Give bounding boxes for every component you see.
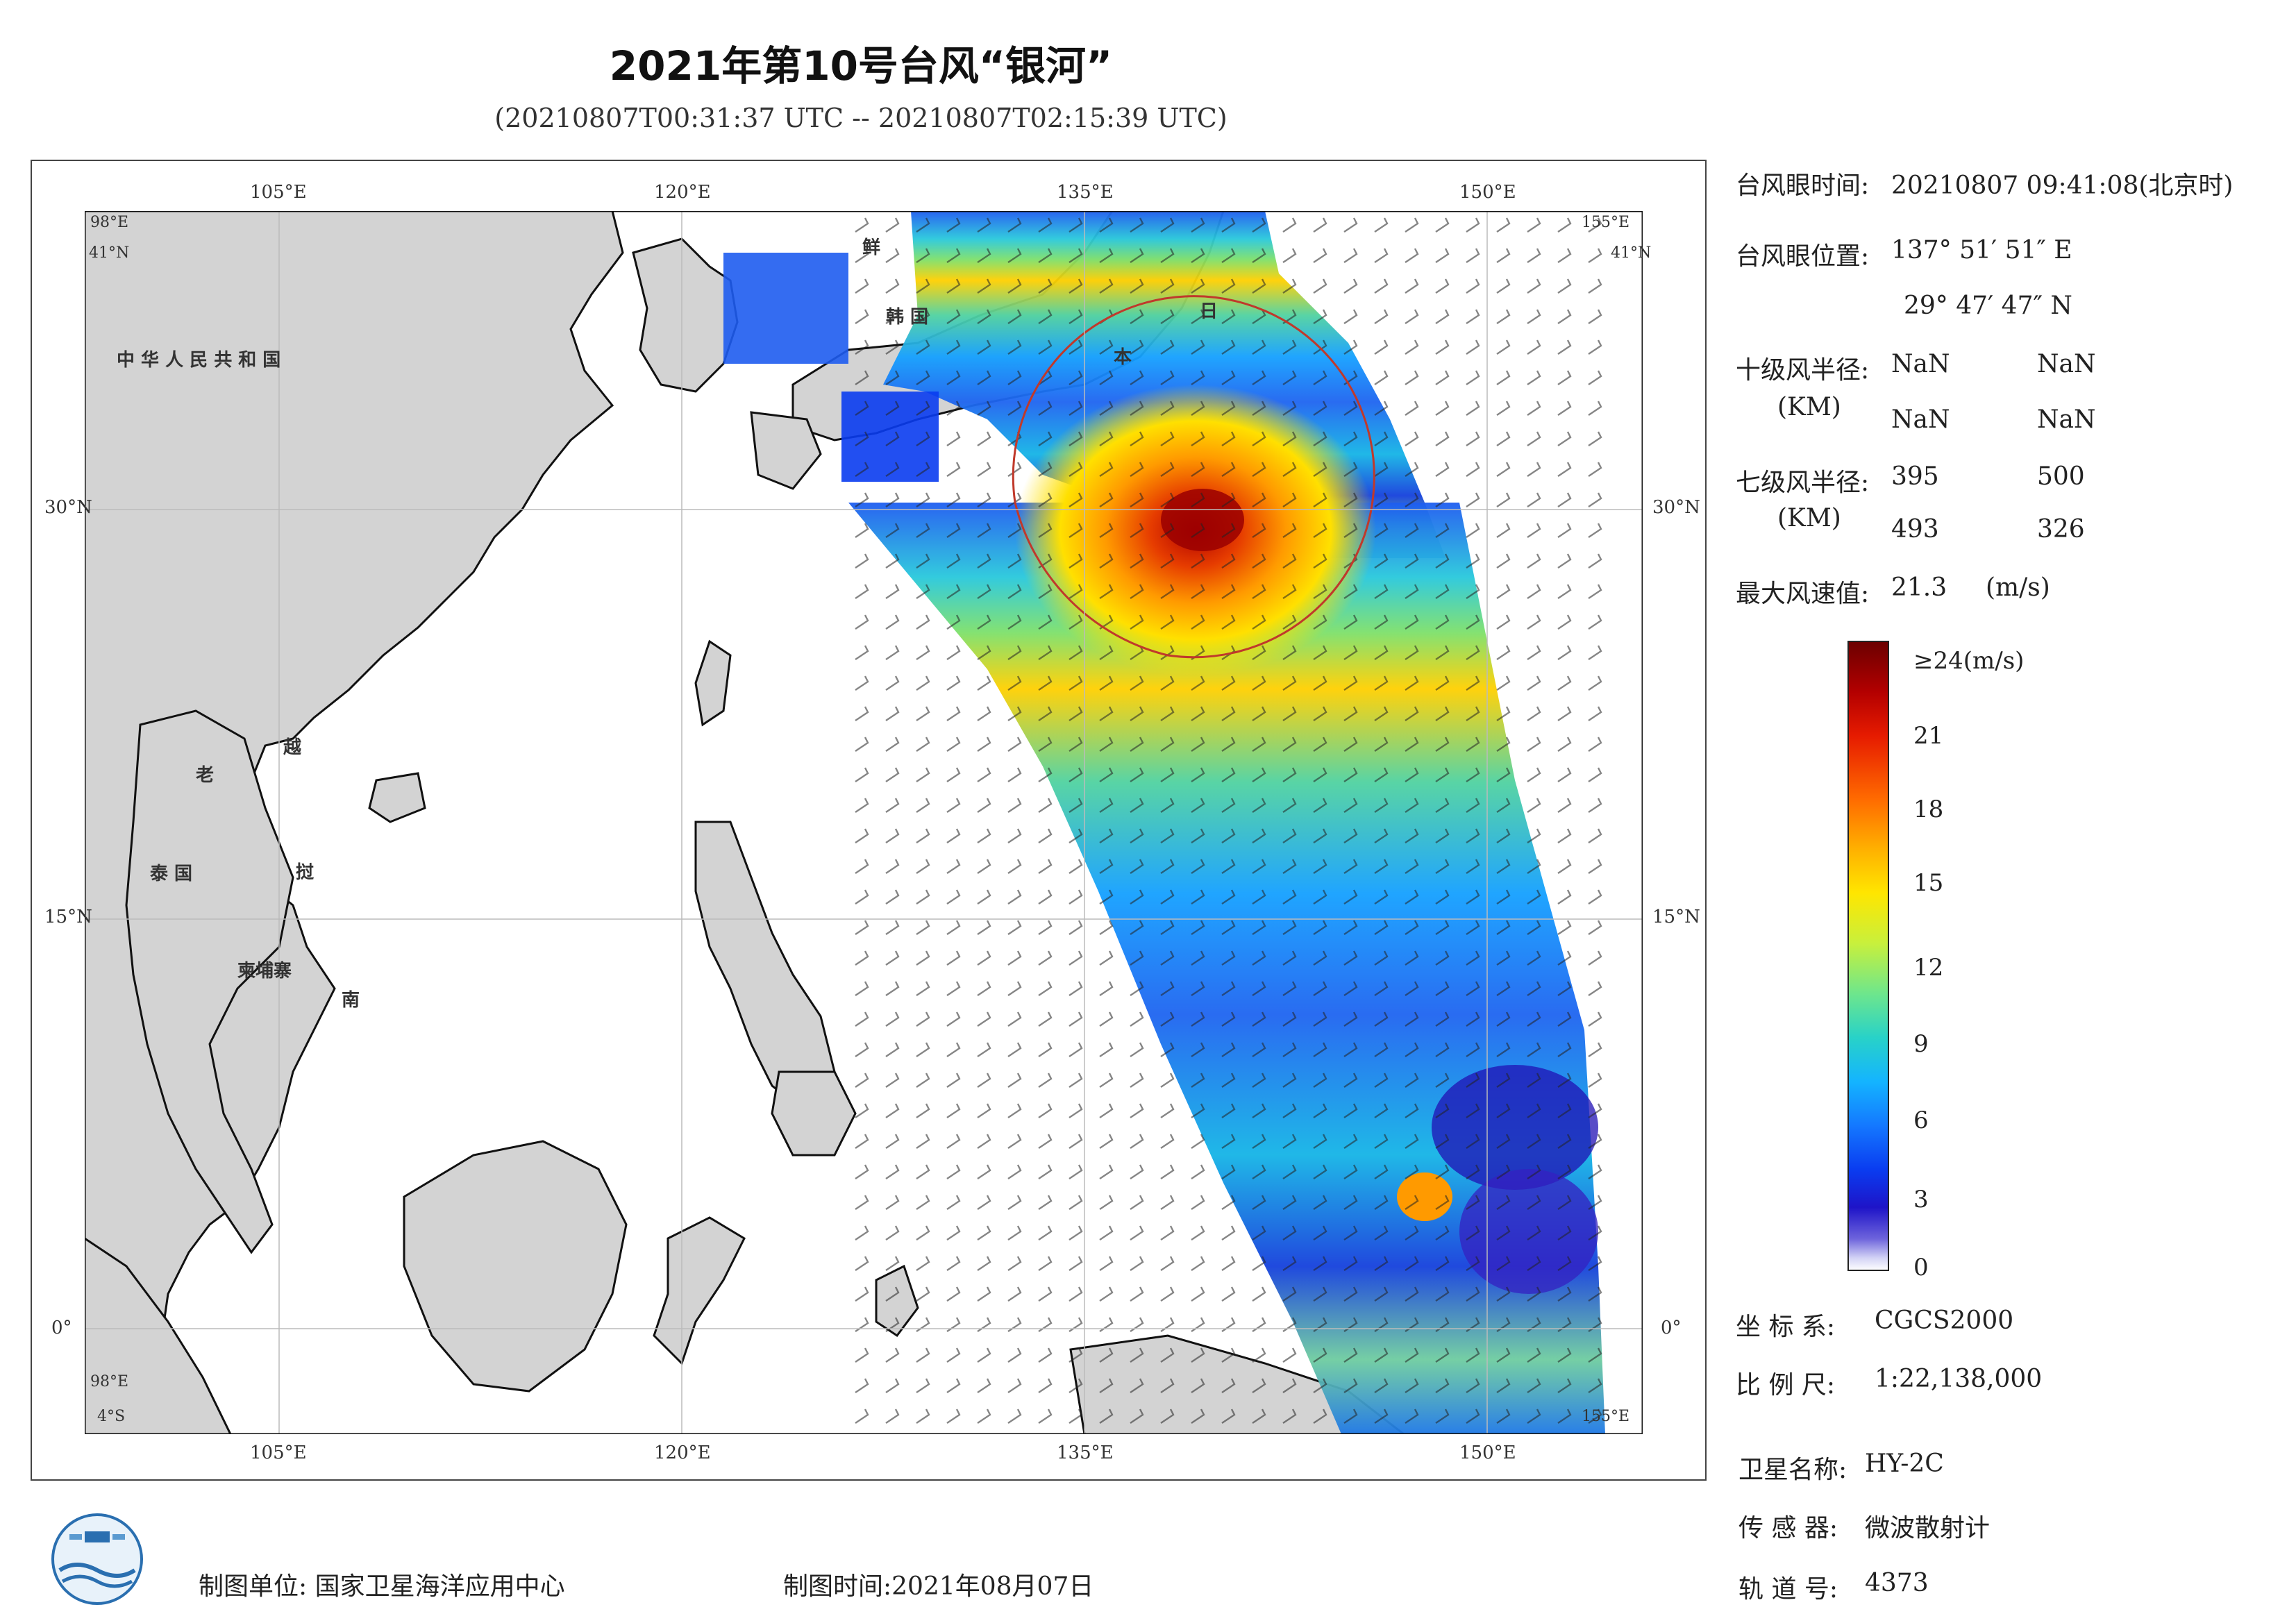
mindanao bbox=[771, 1070, 857, 1157]
crs-value: CGCS2000 bbox=[1875, 1306, 2014, 1335]
r10-ne: NaN bbox=[1891, 350, 1950, 378]
label-south-korea: 韩 国 bbox=[886, 307, 929, 328]
corner-tl-lon: 98°E bbox=[90, 214, 129, 231]
colorbar-tick-9: 9 bbox=[1913, 1030, 1929, 1058]
max-wind-unit: (m/s) bbox=[1986, 573, 2050, 602]
wind-radius-7 bbox=[1012, 295, 1375, 659]
top-lon-150: 150°E bbox=[1459, 182, 1516, 203]
colorbar-top-label: ≥24(m/s) bbox=[1913, 647, 2025, 675]
orbit-value: 4373 bbox=[1865, 1569, 1929, 1597]
r7-ne: 395 bbox=[1891, 462, 1939, 491]
sensor-value: 微波散射计 bbox=[1865, 1514, 1991, 1542]
corner-tl-lat: 41°N bbox=[89, 244, 130, 262]
r7-label: 七级风半径: bbox=[1736, 469, 1870, 497]
footer-maker: 制图单位: 国家卫星海洋应用中心 bbox=[199, 1572, 565, 1601]
left-lat-15: 15°N bbox=[44, 907, 92, 927]
colorbar-tick-0: 0 bbox=[1913, 1254, 1929, 1281]
colorbar-tick-3: 3 bbox=[1913, 1186, 1929, 1213]
colorbar-tick-12: 12 bbox=[1913, 954, 1944, 982]
label-japan-ri: 日 bbox=[1200, 301, 1218, 322]
indochina bbox=[125, 709, 294, 1254]
r10-sw: NaN bbox=[1891, 405, 1950, 434]
label-vietnam-nan: 南 bbox=[342, 990, 360, 1011]
corner-bl-lat: 4°S bbox=[97, 1408, 126, 1425]
scale-label: 比 例 尺: bbox=[1736, 1371, 1836, 1399]
label-cambodia: 柬埔寨 bbox=[237, 961, 292, 982]
right-lat-30: 30°N bbox=[1652, 497, 1700, 518]
colorbar-tick-15: 15 bbox=[1913, 869, 1944, 897]
sat-value: HY-2C bbox=[1865, 1449, 1944, 1478]
map-canvas bbox=[85, 211, 1643, 1434]
corner-tr-lat: 41°N bbox=[1611, 244, 1652, 262]
bottom-lon-120: 120°E bbox=[654, 1443, 711, 1463]
taiwan bbox=[694, 639, 732, 727]
max-wind-value: 21.3 bbox=[1891, 573, 1947, 602]
eye-lon: 137° 51′ 51″ E bbox=[1891, 236, 2072, 264]
orbit-label: 轨 道 号: bbox=[1738, 1575, 1838, 1604]
r7-se: 500 bbox=[2037, 462, 2085, 491]
hainan bbox=[368, 772, 426, 823]
nsoas-logo bbox=[51, 1513, 143, 1605]
r7-unit: (KM) bbox=[1777, 504, 1841, 532]
sulawesi bbox=[653, 1216, 746, 1365]
map-title: 2021年第10号台风“银河” bbox=[609, 42, 1113, 90]
wind-swath bbox=[723, 211, 1612, 1434]
crs-label: 坐 标 系: bbox=[1736, 1313, 1836, 1341]
map-frame bbox=[31, 160, 1707, 1481]
eye-time-value: 20210807 09:41:08(北京时) bbox=[1891, 171, 2234, 200]
label-vietnam-yue: 越 bbox=[283, 737, 302, 758]
left-lat-0: 0° bbox=[51, 1318, 72, 1338]
kyushu bbox=[750, 411, 822, 490]
r7-sw: 493 bbox=[1891, 515, 1939, 544]
wind-barbs bbox=[848, 211, 1612, 1434]
colorbar-tick-18: 18 bbox=[1913, 796, 1944, 823]
bottom-lon-135: 135°E bbox=[1057, 1443, 1114, 1463]
sumatra bbox=[85, 1237, 232, 1434]
top-lon-105: 105°E bbox=[250, 182, 307, 203]
label-china: 中 华 人 民 共 和 国 bbox=[117, 350, 281, 371]
sensor-label: 传 感 器: bbox=[1738, 1514, 1838, 1542]
bottom-lon-105: 105°E bbox=[250, 1443, 307, 1463]
footer-date: 制图时间:2021年08月07日 bbox=[783, 1572, 1094, 1601]
eye-pos-label: 台风眼位置: bbox=[1736, 242, 1870, 271]
swath-korea-strip bbox=[723, 253, 848, 364]
left-lat-30: 30°N bbox=[44, 497, 92, 518]
right-lat-15: 15°N bbox=[1652, 907, 1700, 927]
r7-nw: 326 bbox=[2037, 515, 2085, 544]
r10-unit: (KM) bbox=[1777, 393, 1841, 421]
top-lon-135: 135°E bbox=[1057, 182, 1114, 203]
sat-label: 卫星名称: bbox=[1738, 1456, 1847, 1484]
colorbar bbox=[1847, 641, 1889, 1271]
corner-bl-lon: 98°E bbox=[90, 1373, 129, 1390]
top-lon-120: 120°E bbox=[654, 182, 711, 203]
scale-value: 1:22,138,000 bbox=[1875, 1365, 2043, 1393]
bottom-lon-150: 150°E bbox=[1459, 1443, 1516, 1463]
graticule bbox=[85, 211, 1643, 1434]
max-wind-label: 最大风速值: bbox=[1736, 580, 1870, 608]
colorbar-tick-21: 21 bbox=[1913, 722, 1944, 750]
right-lat-0: 0° bbox=[1661, 1318, 1682, 1338]
label-japan-ben: 本 bbox=[1114, 347, 1132, 368]
eye-time-label: 台风眼时间: bbox=[1736, 171, 1870, 200]
corner-tr-lon: 155°E bbox=[1582, 214, 1630, 231]
map-subtitle: (20210807T00:31:37 UTC -- 20210807T02:15… bbox=[494, 103, 1227, 133]
label-north-korea: 鲜 bbox=[862, 237, 881, 258]
r10-se: NaN bbox=[2037, 350, 2096, 378]
label-vietnam-zhi: 挝 bbox=[296, 862, 315, 883]
label-laos: 老 bbox=[196, 765, 215, 786]
r10-label: 十级风半径: bbox=[1736, 356, 1870, 385]
colorbar-tick-6: 6 bbox=[1913, 1107, 1929, 1134]
r10-nw: NaN bbox=[2037, 405, 2096, 434]
eye-lat: 29° 47′ 47″ N bbox=[1904, 292, 2072, 320]
corner-br-lon: 155°E bbox=[1582, 1408, 1630, 1425]
label-thailand: 泰 国 bbox=[150, 864, 193, 884]
